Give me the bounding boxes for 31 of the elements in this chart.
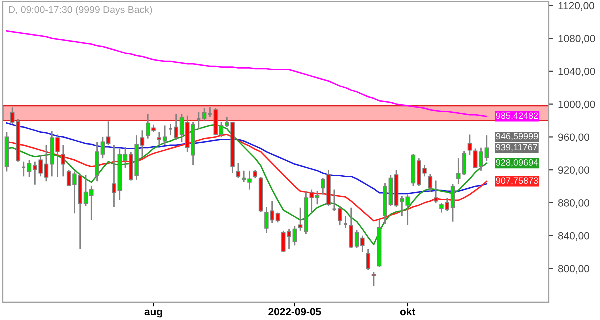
y-tick-label: 880,00 — [558, 199, 590, 208]
data-label: 907,75873 — [496, 178, 538, 186]
y-tick-label: 1080,00 — [558, 35, 596, 44]
data-label: 928,09694 — [496, 160, 538, 167]
candlestick — [202, 108, 207, 122]
candlestick — [366, 248, 370, 272]
y-tick-label: 960,00 — [558, 134, 590, 142]
y-tick-label: 1000,00 — [558, 100, 596, 110]
candlestick — [434, 180, 438, 204]
candlestick — [343, 215, 348, 230]
candlestick — [372, 271, 376, 287]
line-series — [6, 30, 488, 118]
text: 946,59999 — [496, 133, 538, 141]
y-tick-label: 920,00 — [558, 166, 590, 176]
y-tick-label: 1040,00 — [558, 68, 596, 77]
x-tick-label: 2022-09-05 — [268, 308, 322, 316]
candlestick — [208, 106, 213, 118]
x-tick-label: aug — [144, 310, 162, 318]
y-tick-label: 1120,00 — [558, 2, 595, 11]
chart-title: D, 09:00-17:30 (9999 Days Back) — [9, 6, 152, 16]
candlestick — [236, 162, 241, 179]
line-series — [6, 124, 488, 246]
y-tick-label: 800,00 — [558, 265, 590, 274]
candlestick — [61, 144, 66, 178]
candlestick — [468, 134, 472, 156]
text: 939,11767 — [496, 144, 538, 152]
data-label: 985,42482 — [496, 112, 538, 120]
candlestick — [428, 173, 433, 193]
x-tick-label: okt — [400, 308, 416, 316]
candlestick — [338, 206, 342, 226]
y-tick-label: 840,00 — [558, 232, 590, 241]
